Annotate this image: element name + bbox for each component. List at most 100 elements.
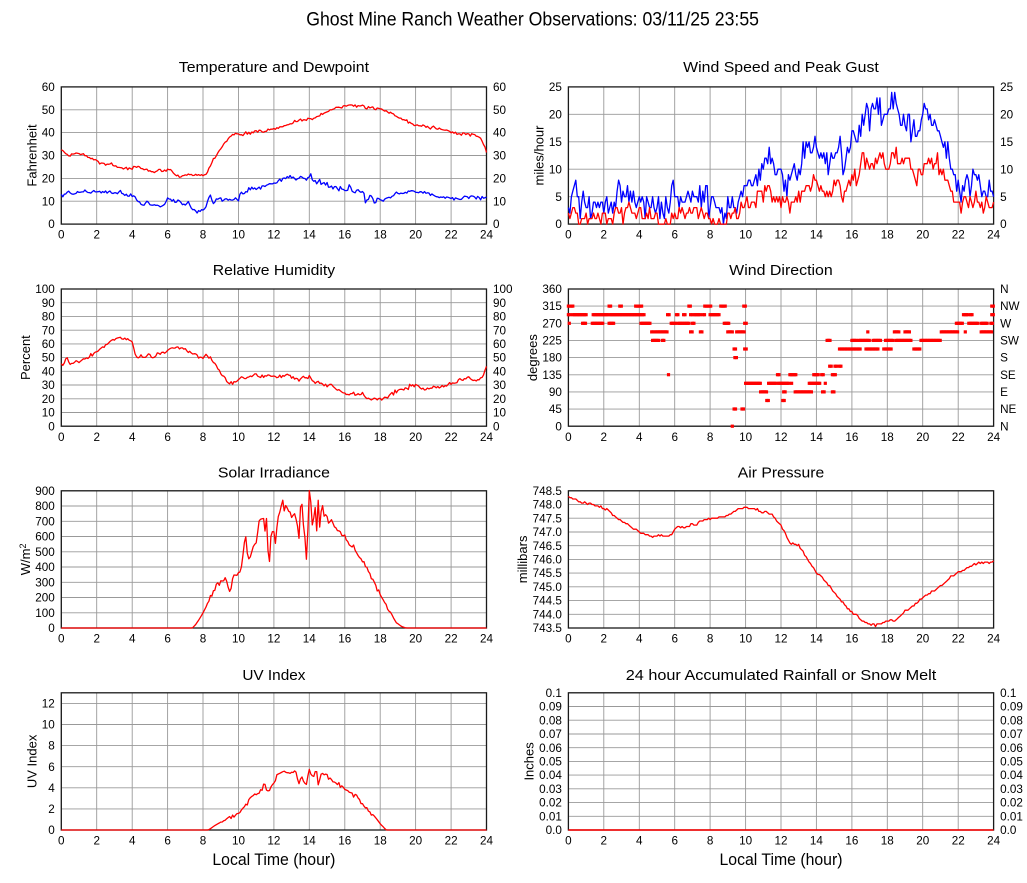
svg-text:5: 5 <box>555 191 562 204</box>
svg-text:300: 300 <box>35 576 55 589</box>
svg-text:4: 4 <box>129 835 136 848</box>
svg-text:22: 22 <box>952 229 965 242</box>
svg-text:E: E <box>1000 386 1008 399</box>
svg-text:10: 10 <box>739 431 753 444</box>
svg-text:600: 600 <box>35 531 55 544</box>
svg-text:22: 22 <box>445 229 458 242</box>
svg-text:746.0: 746.0 <box>533 554 563 567</box>
svg-text:700: 700 <box>35 515 55 528</box>
svg-text:20: 20 <box>409 229 423 242</box>
svg-text:400: 400 <box>35 561 55 574</box>
svg-text:Solar Irradiance: Solar Irradiance <box>218 466 330 482</box>
svg-text:25: 25 <box>1000 81 1014 94</box>
svg-text:Inches: Inches <box>522 742 537 781</box>
svg-text:180: 180 <box>542 352 562 365</box>
svg-text:748.5: 748.5 <box>533 485 563 498</box>
svg-text:90: 90 <box>493 297 507 310</box>
svg-text:Relative Humidity: Relative Humidity <box>213 263 336 279</box>
svg-text:0.1: 0.1 <box>1000 687 1016 700</box>
svg-text:20: 20 <box>42 393 56 406</box>
svg-text:18: 18 <box>881 835 894 848</box>
svg-text:12: 12 <box>774 835 787 848</box>
svg-text:20: 20 <box>1000 108 1014 121</box>
svg-text:0: 0 <box>48 622 55 635</box>
svg-text:100: 100 <box>35 283 55 296</box>
svg-text:6: 6 <box>671 229 678 242</box>
svg-text:60: 60 <box>42 338 56 351</box>
svg-text:Percent: Percent <box>18 335 33 380</box>
svg-text:10: 10 <box>739 229 753 242</box>
svg-text:NW: NW <box>1000 300 1019 313</box>
svg-text:747.5: 747.5 <box>533 512 563 525</box>
svg-text:6: 6 <box>164 835 171 848</box>
svg-text:6: 6 <box>164 431 171 444</box>
svg-text:10: 10 <box>42 719 56 732</box>
svg-text:2: 2 <box>601 431 608 444</box>
svg-text:22: 22 <box>952 633 965 646</box>
svg-text:12: 12 <box>267 229 280 242</box>
svg-text:12: 12 <box>267 633 280 646</box>
svg-text:2: 2 <box>93 229 100 242</box>
svg-text:60: 60 <box>493 81 507 94</box>
svg-text:8: 8 <box>707 633 714 646</box>
svg-text:6: 6 <box>164 229 171 242</box>
svg-text:50: 50 <box>493 104 507 117</box>
svg-text:50: 50 <box>42 352 56 365</box>
svg-text:8: 8 <box>707 835 714 848</box>
svg-text:10: 10 <box>549 163 563 176</box>
svg-text:14: 14 <box>810 431 824 444</box>
svg-text:0.09: 0.09 <box>539 701 562 714</box>
svg-text:0.03: 0.03 <box>539 783 562 796</box>
svg-text:4: 4 <box>636 835 643 848</box>
svg-text:NE: NE <box>1000 403 1016 416</box>
svg-text:18: 18 <box>374 633 387 646</box>
svg-text:14: 14 <box>810 633 824 646</box>
svg-text:6: 6 <box>671 431 678 444</box>
svg-text:12: 12 <box>774 229 787 242</box>
svg-text:744.5: 744.5 <box>533 595 563 608</box>
svg-text:18: 18 <box>374 431 387 444</box>
svg-text:30: 30 <box>42 379 56 392</box>
svg-text:4: 4 <box>129 431 136 444</box>
svg-text:15: 15 <box>1000 136 1014 149</box>
svg-text:14: 14 <box>303 835 317 848</box>
svg-text:20: 20 <box>916 229 930 242</box>
svg-text:10: 10 <box>42 407 56 420</box>
svg-text:10: 10 <box>739 835 753 848</box>
svg-text:Wind Speed and Peak Gust: Wind Speed and Peak Gust <box>683 60 879 76</box>
svg-text:270: 270 <box>542 317 562 330</box>
svg-text:10: 10 <box>493 407 507 420</box>
svg-text:6: 6 <box>164 633 171 646</box>
svg-text:14: 14 <box>303 229 317 242</box>
svg-text:20: 20 <box>916 835 930 848</box>
svg-text:24: 24 <box>480 835 494 848</box>
svg-text:4: 4 <box>48 782 55 795</box>
svg-text:10: 10 <box>232 633 246 646</box>
svg-text:0.06: 0.06 <box>1000 742 1023 755</box>
svg-text:40: 40 <box>42 127 56 140</box>
svg-text:800: 800 <box>35 500 55 513</box>
svg-text:0.01: 0.01 <box>1000 810 1023 823</box>
svg-text:0: 0 <box>493 218 500 231</box>
svg-text:20: 20 <box>409 835 423 848</box>
svg-text:8: 8 <box>48 740 55 753</box>
svg-text:Air Pressure: Air Pressure <box>738 466 824 482</box>
svg-text:16: 16 <box>845 633 858 646</box>
svg-text:748.0: 748.0 <box>533 499 563 512</box>
svg-text:24: 24 <box>480 229 494 242</box>
svg-text:16: 16 <box>338 431 351 444</box>
svg-text:0.0: 0.0 <box>1000 824 1017 837</box>
svg-text:12: 12 <box>774 633 787 646</box>
svg-text:14: 14 <box>810 229 824 242</box>
svg-text:Fahrenheit: Fahrenheit <box>24 124 39 187</box>
svg-text:Local Time (hour): Local Time (hour) <box>720 851 843 869</box>
svg-text:SE: SE <box>1000 369 1016 382</box>
svg-text:12: 12 <box>267 431 280 444</box>
svg-text:4: 4 <box>636 229 643 242</box>
svg-text:20: 20 <box>493 173 507 186</box>
svg-text:Temperature and Dewpoint: Temperature and Dewpoint <box>179 60 369 76</box>
svg-text:18: 18 <box>374 835 387 848</box>
svg-text:0: 0 <box>565 431 572 444</box>
svg-text:0.1: 0.1 <box>546 687 562 700</box>
svg-text:24 hour Accumulated Rainfall o: 24 hour Accumulated Rainfall or Snow Mel… <box>626 668 937 684</box>
